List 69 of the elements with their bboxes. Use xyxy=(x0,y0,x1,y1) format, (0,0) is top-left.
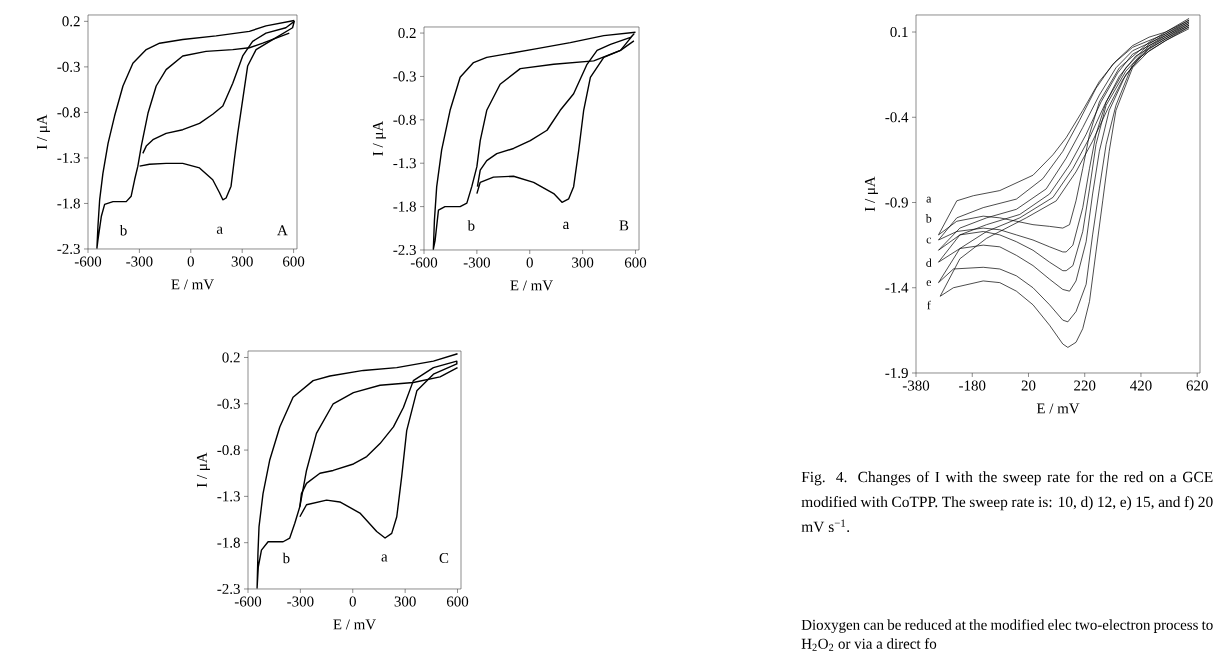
y-tick-label: -0.8 xyxy=(393,114,416,125)
annotation: a xyxy=(381,554,388,562)
x-tick-label: 300 xyxy=(572,257,594,268)
y-tick-label: -1.3 xyxy=(393,158,416,169)
x-tick-label: 600 xyxy=(446,596,469,607)
annotation: b xyxy=(467,220,475,231)
x-tick-label: -600 xyxy=(410,257,438,268)
annotation: d xyxy=(926,258,932,267)
x-tick-label: -180 xyxy=(959,380,986,391)
x-tick-label: -600 xyxy=(74,256,102,267)
y-axis-title: I / μA xyxy=(372,120,386,156)
y-tick-label: -1.3 xyxy=(217,491,240,502)
annotation: c xyxy=(926,237,932,244)
y-tick-label: -1.4 xyxy=(885,282,909,293)
y-tick-label: -0.8 xyxy=(217,445,240,456)
annotation: e xyxy=(926,280,932,286)
annotation: a xyxy=(926,196,932,203)
x-tick-label: 300 xyxy=(394,596,416,607)
y-tick-label: -1.9 xyxy=(885,367,908,379)
y-axis-title: I / μA xyxy=(36,114,50,150)
x-axis-title: E / mV xyxy=(333,619,376,630)
y-tick-label: 0.2 xyxy=(62,16,80,27)
x-tick-label: 620 xyxy=(1186,380,1208,391)
annotation: b xyxy=(925,214,932,223)
x-tick-label: 0 xyxy=(349,596,356,607)
annotation: b xyxy=(119,225,127,236)
annotation: f xyxy=(927,300,931,310)
y-tick-label: -2.3 xyxy=(393,244,416,256)
y-tick-label: -0.4 xyxy=(885,112,909,123)
x-tick-label: -600 xyxy=(234,596,262,607)
y-tick-label: -0.3 xyxy=(57,61,80,72)
annotation: b xyxy=(282,552,290,564)
x-axis-title: E / mV xyxy=(510,280,553,291)
annotation: a xyxy=(216,226,223,234)
x-tick-label: -300 xyxy=(463,257,491,268)
y-tick-label: -0.3 xyxy=(393,71,416,82)
x-tick-label: 0 xyxy=(526,257,533,268)
x-tick-label: -300 xyxy=(126,256,153,267)
annotation: C xyxy=(439,553,449,564)
y-tick-label: 0.1 xyxy=(890,26,908,38)
x-tick-label: 0 xyxy=(187,256,194,267)
y-tick-label: -2.3 xyxy=(57,243,80,255)
annotation: A xyxy=(277,225,288,236)
x-tick-label: 420 xyxy=(1130,380,1152,391)
x-axis-title: E / mV xyxy=(1036,403,1080,414)
y-tick-label: -1.8 xyxy=(393,201,416,212)
y-tick-label: -2.3 xyxy=(217,583,240,595)
x-tick-label: 300 xyxy=(231,256,253,267)
y-tick-label: 0.2 xyxy=(398,27,416,39)
caption: Fig. 4. Changes of I with the sweep rate for the red on a GCE modified with CoTPP. The sweep rate is: 10, d) 12, e) 15, and f) 20 mV s$^{−1}$. xyxy=(801,471,1213,533)
y-tick-label: -1.8 xyxy=(217,537,240,548)
y-axis-title: I / μA xyxy=(864,176,878,212)
x-tick-label: -300 xyxy=(287,596,314,607)
y-tick-label: -0.8 xyxy=(57,107,80,118)
x-tick-label: 220 xyxy=(1074,380,1096,391)
y-tick-label: -1.3 xyxy=(57,152,80,163)
y-tick-label: 0.2 xyxy=(222,352,240,363)
y-axis-title: I / μA xyxy=(196,452,210,488)
annotation: B xyxy=(619,220,629,231)
annotation: a xyxy=(563,221,570,230)
x-tick-label: -380 xyxy=(902,380,930,391)
x-axis-title: E / mV xyxy=(171,279,214,290)
x-tick-label: 600 xyxy=(624,257,647,268)
y-tick-label: -0.3 xyxy=(217,398,240,409)
y-tick-label: -0.9 xyxy=(885,197,908,208)
x-tick-label: 20 xyxy=(1021,380,1036,391)
text: Dioxygen can be reduced at the modified elec two-electron process to H$_{2}$O$_{2}$ or via a direct fo xyxy=(801,619,1213,651)
y-tick-label: -1.8 xyxy=(57,198,80,209)
x-tick-label: 600 xyxy=(283,256,305,267)
